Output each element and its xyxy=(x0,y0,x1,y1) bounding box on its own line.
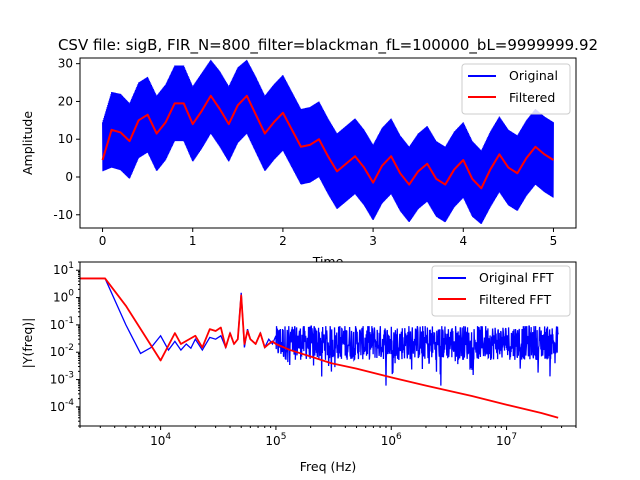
fft-series-group xyxy=(80,277,559,419)
filtered-signal-line xyxy=(101,94,554,190)
freq-ytick-label: 10-1 xyxy=(50,316,74,332)
freq-xtick-label: 106 xyxy=(381,432,402,448)
time-xtick-label: 0 xyxy=(99,234,107,248)
freq-legend-box xyxy=(431,265,571,317)
time-ticks: 0 1 2 3 4 5 -10 0 10 20 30 xyxy=(53,57,557,248)
original-signal-line xyxy=(102,59,554,224)
freq-ytick-label: 10-2 xyxy=(50,343,74,359)
time-ytick-label: 0 xyxy=(65,170,73,184)
legend-label-filtered: Filtered xyxy=(509,90,555,105)
time-xtick-label: 4 xyxy=(459,234,467,248)
time-ytick-label: 20 xyxy=(58,94,73,108)
freq-axes: 104 105 106 107 101 100 10-1 10-2 10-3 10-4 Freq … xyxy=(20,261,577,474)
freq-xlabel: Freq (Hz) xyxy=(300,459,356,474)
time-xtick-label: 5 xyxy=(550,234,558,248)
freq-xtick-label: 105 xyxy=(265,432,286,448)
time-series-group xyxy=(101,59,554,224)
time-ytick-label: 30 xyxy=(58,57,73,71)
time-xtick-label: 2 xyxy=(279,234,287,248)
time-ylabel: Amplitude xyxy=(20,111,35,175)
legend-label-filtered-fft: Filtered FFT xyxy=(479,292,551,307)
freq-legend: Original FFT Filtered FFT xyxy=(431,265,571,317)
freq-ytick-label: 10-3 xyxy=(50,371,74,387)
time-ytick-label: 10 xyxy=(58,132,73,146)
filtered-fft-line xyxy=(80,277,559,419)
freq-ylabel: |Y(freq)| xyxy=(20,318,35,369)
legend-label-original-fft: Original FFT xyxy=(479,270,554,285)
freq-xtick-label: 107 xyxy=(496,432,517,448)
time-ytick-label: -10 xyxy=(53,208,73,222)
time-legend: Original Filtered xyxy=(461,63,571,115)
freq-ticks: 104 105 106 107 101 100 10-1 10-2 10-3 10-4 xyxy=(50,261,577,448)
freq-xtick-label: 104 xyxy=(150,432,171,448)
freq-ytick-label: 10-4 xyxy=(50,398,75,414)
time-axes-frame xyxy=(79,57,577,229)
legend-label-original: Original xyxy=(509,68,558,83)
freq-ytick-label: 100 xyxy=(53,289,74,305)
time-xtick-label: 3 xyxy=(369,234,377,248)
figure-title: CSV file: sigB, FIR_N=800_filter=blackma… xyxy=(58,36,598,55)
freq-ytick-label: 101 xyxy=(53,261,74,277)
original-fft-line xyxy=(80,277,559,386)
time-xtick-label: 1 xyxy=(189,234,197,248)
